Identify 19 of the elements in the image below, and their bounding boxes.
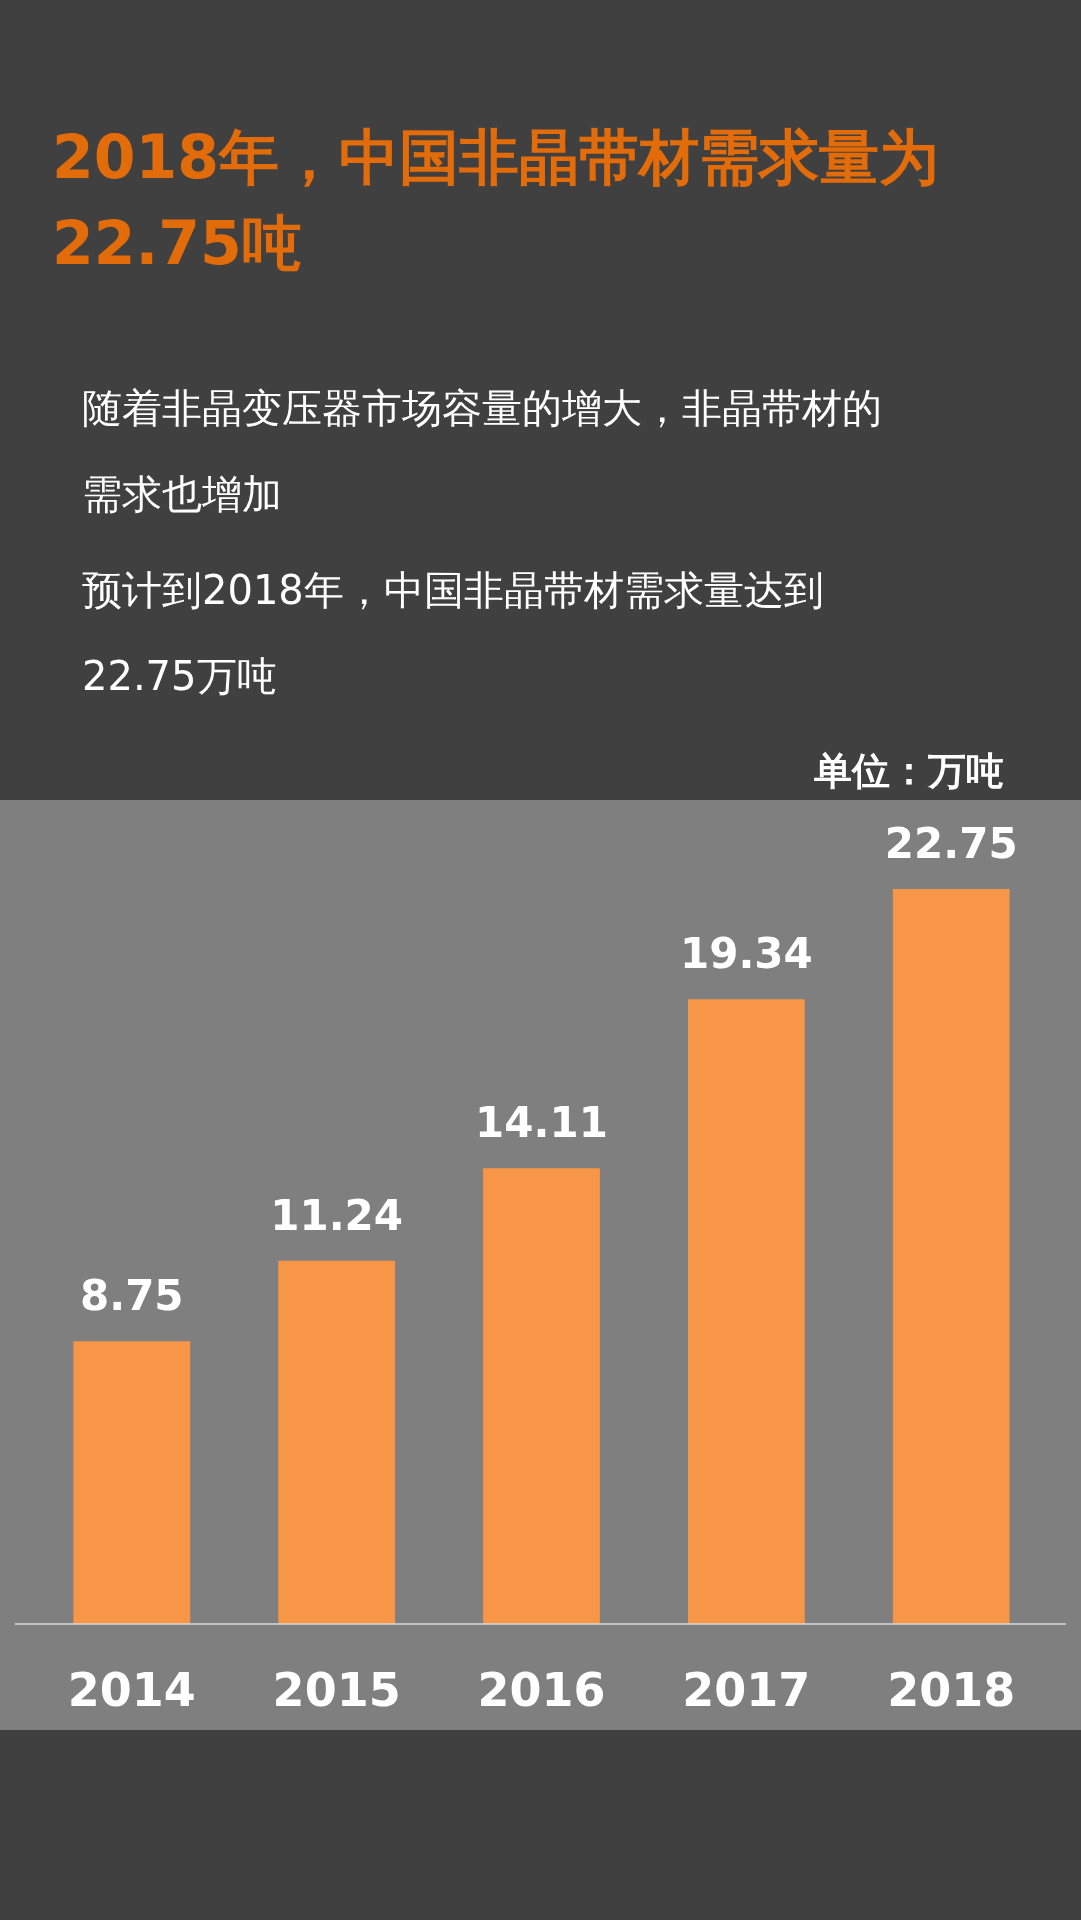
x-tick-label: 2017	[682, 1663, 811, 1717]
bar	[687, 999, 805, 1624]
data-label: 22.75	[884, 819, 1018, 868]
text: 预计到2018年，中国非晶带材需求量达到22.75万吨	[82, 567, 824, 699]
text: 单位：万吨	[813, 749, 1004, 793]
text: 随着非晶变压器市场容量的增大，非晶带材的需求也增加	[82, 385, 882, 517]
x-tick-label: 2018	[887, 1663, 1016, 1717]
data-label: 8.75	[79, 1271, 184, 1321]
x-tick-label: 2016	[477, 1663, 606, 1717]
x-tick-label: 2014	[67, 1663, 196, 1717]
bar	[278, 1260, 396, 1624]
bar	[73, 1341, 191, 1624]
data-label: 19.34	[679, 929, 813, 979]
x-tick-label: 2015	[272, 1663, 401, 1717]
data-label: 11.24	[270, 1190, 404, 1240]
data-label: 14.11	[475, 1098, 608, 1148]
bar	[892, 889, 1010, 1624]
bar	[483, 1168, 600, 1624]
chart-title: 2018年，中国非晶带材需求量为22.75吨	[52, 122, 939, 278]
